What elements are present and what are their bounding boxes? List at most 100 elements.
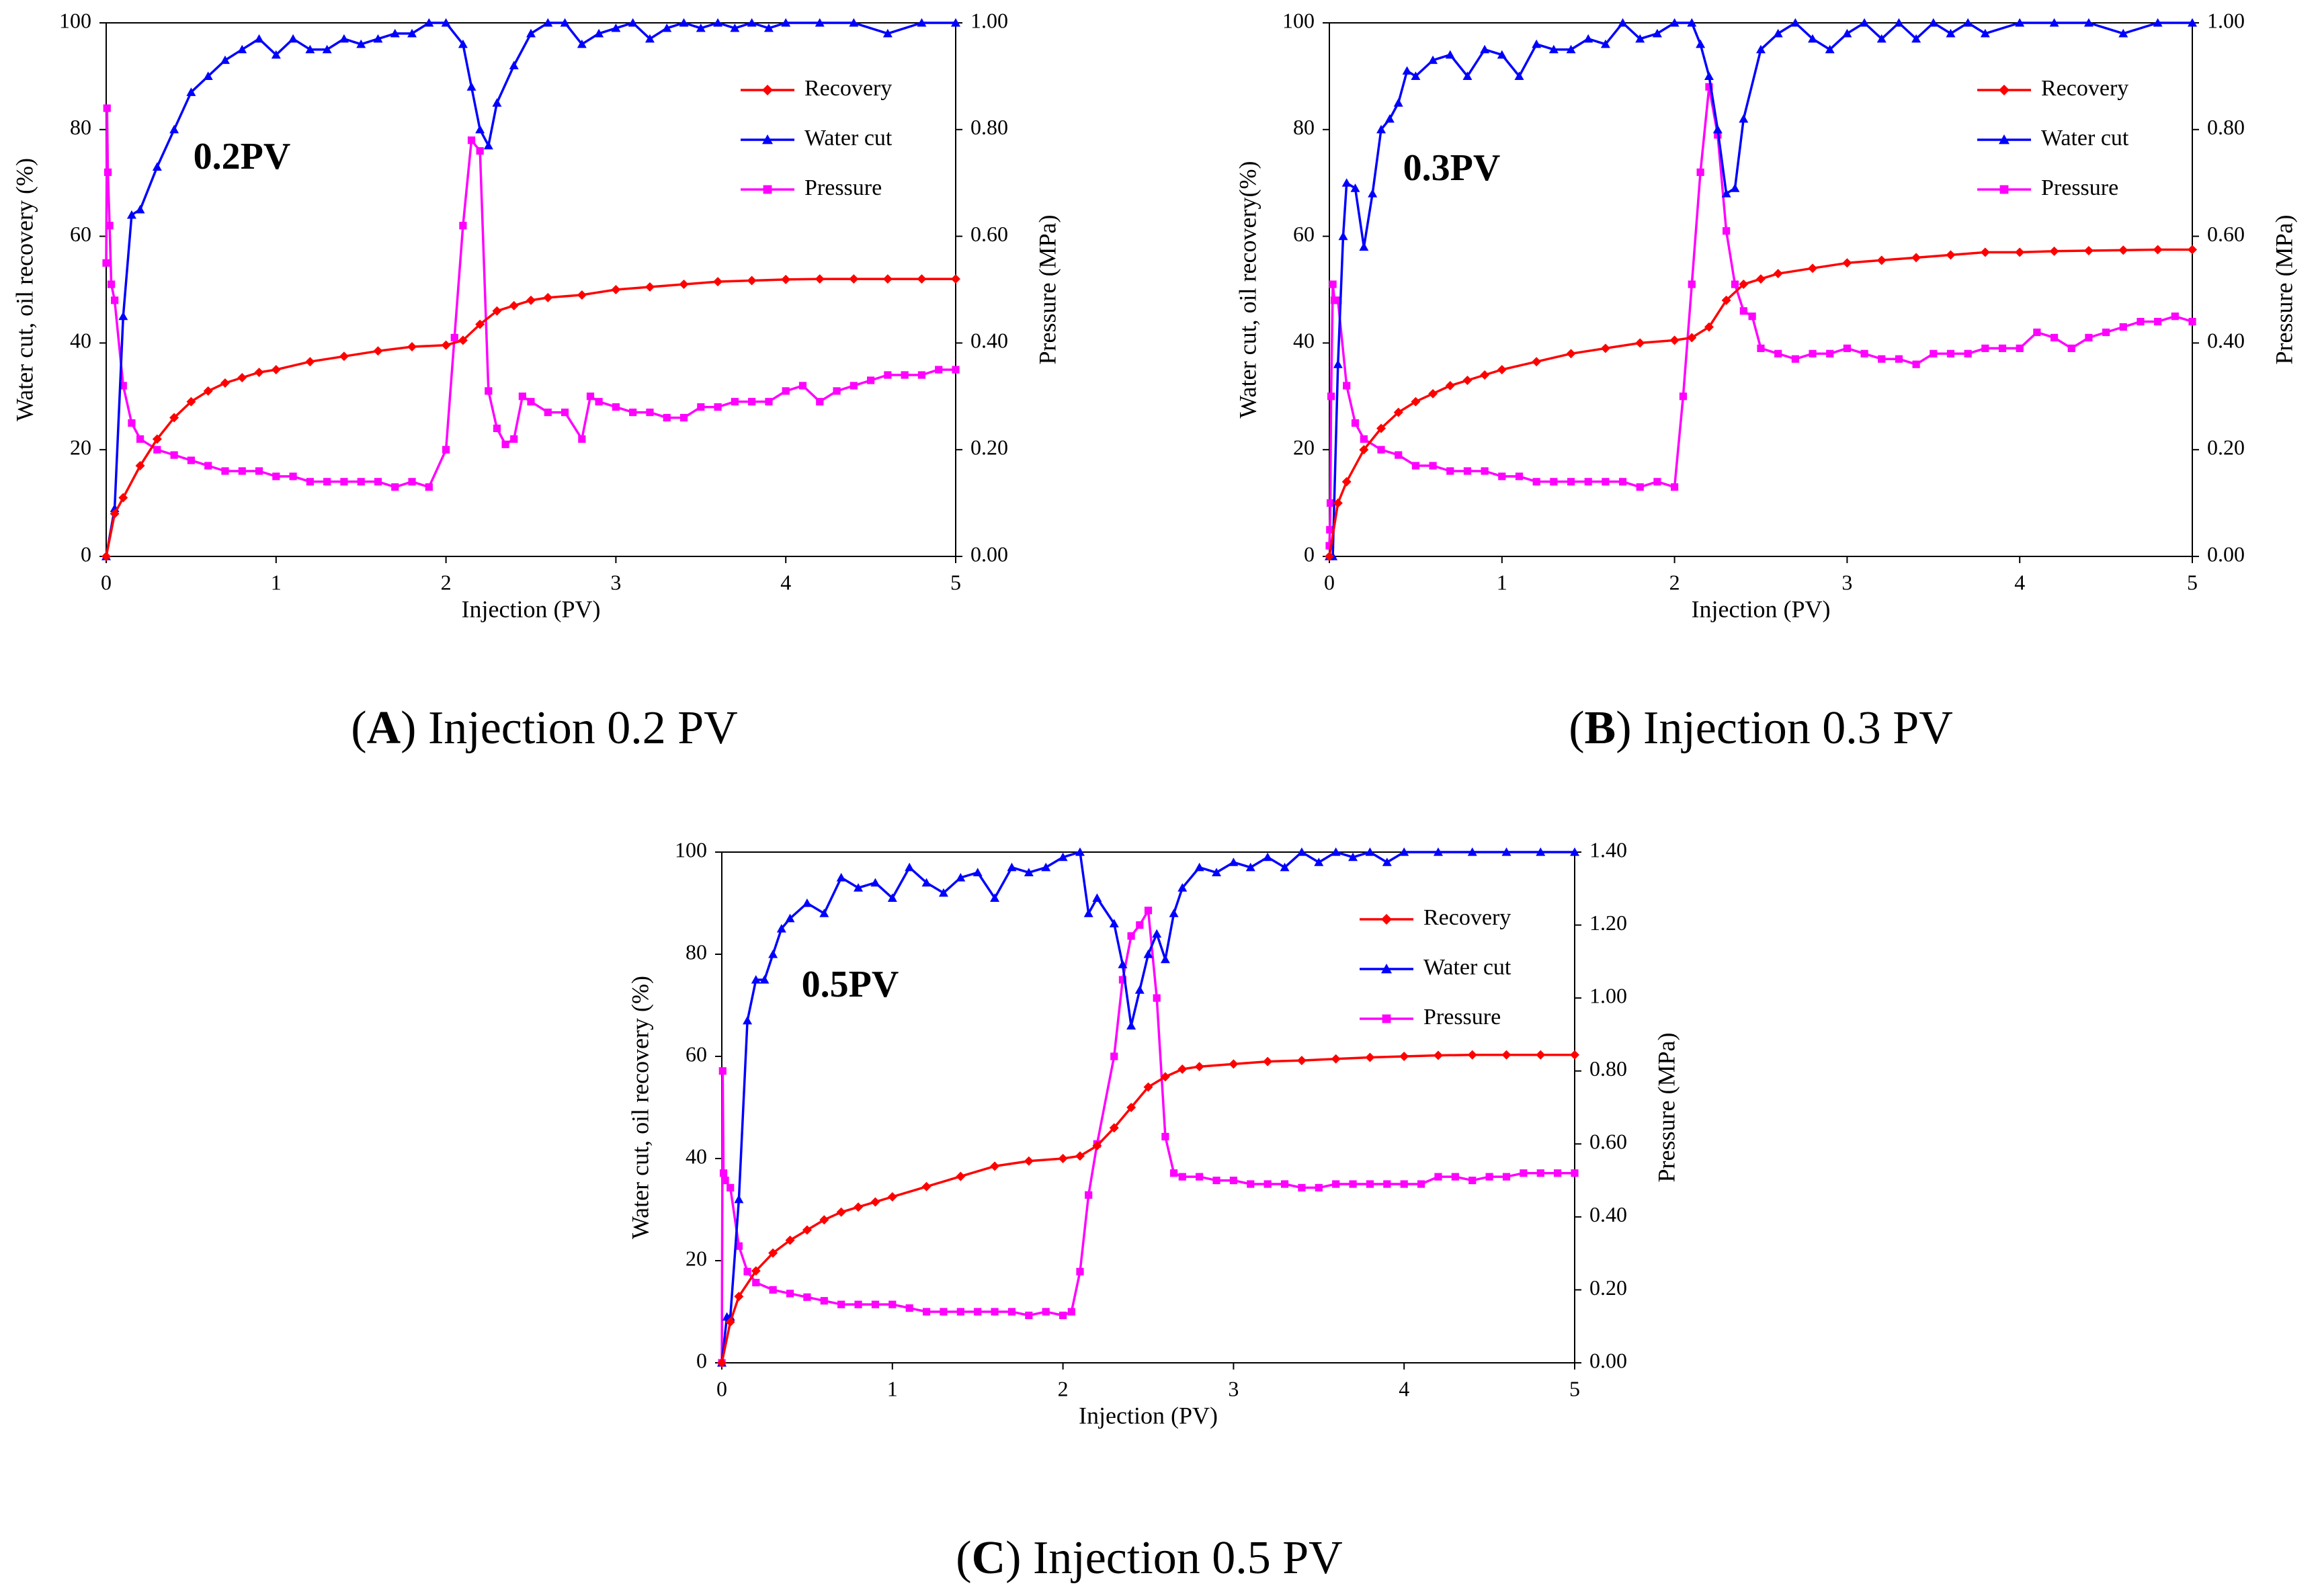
- data-point-water-cut: [1393, 98, 1403, 107]
- data-point-pressure: [1383, 1180, 1391, 1188]
- data-point-pressure: [1567, 478, 1575, 486]
- data-point-recovery: [1331, 1054, 1341, 1064]
- y-tick-label: 100: [675, 837, 707, 862]
- data-point-recovery: [1501, 1050, 1511, 1060]
- data-point-pressure: [1298, 1183, 1306, 1192]
- data-point-recovery: [1296, 1056, 1307, 1066]
- data-point-recovery: [802, 1225, 812, 1235]
- data-point-water-cut: [1075, 847, 1085, 856]
- y-axis-label: Water cut, oil recovery (%): [11, 158, 38, 421]
- y-tick-label: 40: [686, 1144, 707, 1168]
- data-point-pressure: [1212, 1176, 1220, 1185]
- data-point-recovery: [611, 285, 621, 294]
- panel-caption: (A) Injection 0.2 PV: [351, 702, 737, 754]
- data-point-recovery: [645, 282, 655, 292]
- data-point-pressure: [1515, 472, 1524, 480]
- data-point-pressure: [991, 1308, 999, 1316]
- data-point-water-cut: [186, 87, 196, 96]
- data-point-water-cut: [322, 44, 332, 54]
- data-point-water-cut: [763, 23, 774, 32]
- y-tick-label: 80: [70, 115, 91, 139]
- data-point-water-cut: [2083, 18, 2094, 27]
- data-point-water-cut: [1894, 18, 1904, 27]
- data-point-recovery: [679, 280, 689, 290]
- data-point-pressure: [1118, 976, 1127, 984]
- data-point-water-cut: [1618, 18, 1628, 27]
- series-water-cut: [1325, 18, 2197, 560]
- x-tick-label: 3: [1841, 570, 1852, 594]
- data-point-pressure: [340, 478, 348, 486]
- x-tick-label: 4: [780, 570, 791, 594]
- data-point-water-cut: [1704, 71, 1714, 80]
- data-point-water-cut: [1536, 847, 1546, 856]
- y-tick-label: 40: [70, 329, 91, 353]
- data-point-pressure: [1485, 1173, 1493, 1181]
- plot-frame: [1329, 22, 2193, 557]
- data-point-pressure: [153, 446, 161, 454]
- data-point-pressure: [1178, 1173, 1186, 1181]
- data-point-water-cut: [1109, 919, 1119, 927]
- data-point-water-cut: [734, 1194, 744, 1204]
- data-point-water-cut: [1514, 71, 1524, 80]
- data-point-pressure: [128, 419, 136, 427]
- data-point-recovery: [169, 413, 179, 423]
- x-tick-label: 1: [887, 1376, 898, 1400]
- data-point-pressure: [289, 472, 297, 480]
- legend-label-recovery: Recovery: [1423, 905, 1511, 930]
- data-point-pressure: [612, 403, 620, 411]
- data-point-recovery: [1756, 274, 1766, 284]
- data-point-water-cut: [169, 124, 179, 134]
- data-point-recovery: [1325, 552, 1334, 561]
- x-tick-label: 0: [101, 570, 112, 594]
- data-point-water-cut: [1376, 124, 1386, 134]
- data-point-water-cut: [1041, 862, 1051, 872]
- y-tick-label: 40: [1293, 329, 1315, 353]
- series-line-water-cut: [105, 22, 956, 557]
- data-point-water-cut: [1411, 71, 1421, 80]
- data-point-water-cut: [1790, 18, 1800, 27]
- y2-tick-label: 0.00: [970, 542, 1008, 566]
- data-point-water-cut: [696, 23, 706, 32]
- data-point-recovery: [2118, 245, 2128, 255]
- x-tick-label: 1: [1497, 570, 1507, 594]
- data-point-pressure: [1809, 349, 1817, 358]
- data-point-water-cut: [203, 71, 213, 80]
- data-point-water-cut: [492, 98, 502, 107]
- data-point-pressure: [1067, 1308, 1075, 1316]
- x-tick-label: 2: [1058, 1376, 1069, 1400]
- data-point-pressure: [1110, 1052, 1118, 1060]
- data-point-recovery: [725, 1317, 735, 1327]
- x-tick-label: 5: [1569, 1376, 1580, 1400]
- data-point-pressure: [1196, 1173, 1204, 1181]
- data-point-water-cut: [628, 18, 638, 27]
- data-point-pressure: [459, 222, 467, 230]
- data-point-recovery: [237, 373, 247, 383]
- data-point-pressure: [2154, 318, 2162, 326]
- data-point-recovery: [781, 274, 791, 284]
- data-point-water-cut: [1712, 124, 1723, 134]
- data-point-recovery: [854, 1202, 864, 1212]
- data-point-pressure: [476, 146, 484, 155]
- legend-marker-recovery: [1381, 914, 1392, 925]
- data-point-recovery: [1428, 388, 1438, 398]
- data-point-water-cut: [1083, 909, 1093, 917]
- data-point-pressure: [357, 478, 365, 486]
- legend-marker-pressure: [1382, 1014, 1391, 1023]
- data-point-water-cut: [1467, 847, 1477, 856]
- data-point-pressure: [2033, 328, 2041, 337]
- data-point-water-cut: [1739, 114, 1749, 123]
- data-point-water-cut: [1368, 189, 1378, 198]
- data-point-water-cut: [1532, 39, 1542, 48]
- data-point-water-cut: [407, 28, 417, 38]
- data-point-pressure: [1326, 499, 1335, 507]
- data-point-pressure: [1671, 483, 1679, 491]
- data-point-water-cut: [475, 124, 485, 134]
- data-point-recovery: [1433, 1050, 1443, 1060]
- data-point-recovery: [186, 396, 196, 407]
- data-point-pressure: [922, 1308, 931, 1316]
- data-point-water-cut: [1143, 950, 1153, 958]
- data-point-pressure: [1059, 1311, 1067, 1320]
- data-point-water-cut: [305, 44, 315, 54]
- series-pressure: [102, 104, 960, 491]
- data-point-recovery: [2049, 246, 2059, 256]
